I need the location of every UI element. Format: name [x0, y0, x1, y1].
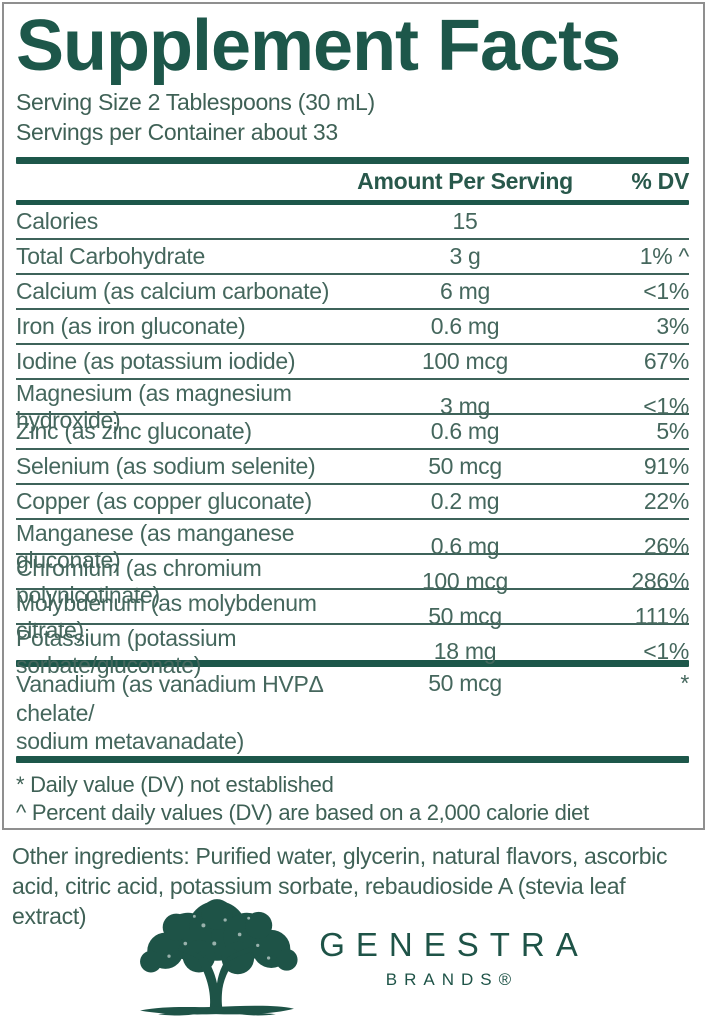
- table-row: Total Carbohydrate 3 g 1% ^: [16, 240, 689, 275]
- nutrient-name: Calories: [16, 207, 98, 234]
- nutrient-dv: 67%: [643, 347, 689, 374]
- nutrient-dv: 111%: [634, 603, 690, 630]
- nutrient-amount: 0.6 mg: [430, 417, 500, 444]
- nutrient-name: Vanadium (as vanadium HVPΔ chelate/ sodi…: [16, 670, 323, 755]
- footnote-calorie-diet: ^ Percent daily values (DV) are based on…: [16, 799, 589, 825]
- thick-rule: [16, 659, 689, 667]
- serving-size: Serving Size 2 Tablespoons (30 mL): [16, 89, 375, 115]
- nutrient-name: Selenium (as sodium selenite): [16, 452, 316, 479]
- table-row: Manganese (as manganese gluconate) 0.6 m…: [16, 520, 689, 573]
- supplement-facts-panel: Supplement Facts Serving Size 2 Tablespo…: [2, 2, 705, 830]
- servings-per-container: Servings per Container about 33: [16, 118, 338, 145]
- table-row: Zinc (as zinc gluconate) 0.6 mg 5%: [16, 415, 689, 450]
- brand-wordmark: GENESTRA BRANDS®: [319, 926, 578, 990]
- header-amount-per-serving: Amount Per Serving: [357, 168, 573, 195]
- nutrient-name: Chromium (as chromium polynicotinate): [16, 554, 262, 608]
- nutrient-dv: <1%: [643, 277, 689, 304]
- nutrient-amount: 100 mcg: [421, 347, 509, 374]
- nutrient-dv: 5%: [656, 417, 689, 444]
- brand-sub: BRANDS®: [385, 970, 519, 989]
- table-header-row: Amount Per Serving % DV: [16, 164, 689, 200]
- nutrient-name: Iron (as iron gluconate): [16, 312, 246, 339]
- table-row: Calories 15: [16, 205, 689, 240]
- nutrient-dv: 26%: [643, 533, 689, 560]
- table-row: Iron (as iron gluconate) 0.6 mg 3%: [16, 310, 689, 345]
- nutrient-amount: 0.6 mg: [430, 533, 500, 560]
- table-row: Magnesium (as magnesium hydroxide) 3 mg …: [16, 380, 689, 433]
- nutrient-dv: *: [680, 669, 689, 696]
- nutrient-name: Potassium (potassium sorbate/gluconate): [16, 624, 237, 678]
- table-row: Potassium (potassium sorbate/gluconate) …: [16, 625, 689, 678]
- nutrient-amount: 0.6 mg: [430, 312, 500, 339]
- nutrient-name: Zinc (as zinc gluconate): [16, 417, 252, 444]
- table-row: Copper (as copper gluconate) 0.2 mg 22%: [16, 485, 689, 520]
- nutrient-name: Total Carbohydrate: [16, 242, 205, 269]
- table-row: Selenium (as sodium selenite) 50 mcg 91%: [16, 450, 689, 485]
- nutrient-amount: 15: [452, 207, 478, 234]
- nutrient-amount: 50 mcg: [428, 603, 502, 630]
- footnote-hvp: Δ Hydrolyzed vegetable protein: [16, 826, 689, 828]
- table-row-vanadium: Vanadium (as vanadium HVPΔ chelate/ sodi…: [16, 667, 689, 756]
- nutrient-name: Magnesium (as magnesium hydroxide): [16, 379, 292, 433]
- header-percent-dv: % DV: [631, 168, 689, 195]
- nutrient-amount: 18 mg: [433, 638, 497, 665]
- brand-logo: GENESTRA BRANDS®: [0, 898, 709, 1018]
- nutrient-dv: 91%: [643, 452, 689, 479]
- panel-title: Supplement Facts: [16, 6, 621, 86]
- thick-rule: [16, 156, 689, 164]
- footnotes: * Daily value (DV) not established ^ Per…: [16, 771, 689, 828]
- nutrient-amount: 0.2 mg: [430, 487, 500, 514]
- nutrient-dv: 3%: [656, 312, 689, 339]
- nutrient-dv: 286%: [631, 568, 689, 595]
- nutrient-dv: <1%: [643, 638, 689, 665]
- other-ingredients-text: Other ingredients: Purified water, glyce…: [12, 843, 668, 929]
- nutrient-name: Iodine (as potassium iodide): [16, 347, 296, 374]
- table-row: Chromium (as chromium polynicotinate) 10…: [16, 555, 689, 608]
- facts-rows: Calories 15 Total Carbohydrate 3 g 1% ^ …: [16, 205, 689, 678]
- nutrient-amount: 100 mcg: [421, 568, 509, 595]
- brand-name: GENESTRA: [319, 926, 589, 963]
- nutrient-amount: 50 mcg: [428, 669, 502, 696]
- footnote-dv-not-established: * Daily value (DV) not established: [16, 772, 334, 798]
- table-row: Calcium (as calcium carbonate) 6 mg <1%: [16, 275, 689, 310]
- table-row: Molybdenum (as molybdenum citrate) 50 mc…: [16, 590, 689, 643]
- table-row: Iodine (as potassium iodide) 100 mcg 67%: [16, 345, 689, 380]
- nutrient-name: Copper (as copper gluconate): [16, 487, 312, 514]
- nutrient-amount: 6 mg: [440, 277, 490, 304]
- nutrient-dv: 1% ^: [639, 242, 690, 269]
- thick-rule: [16, 756, 689, 764]
- nutrient-name: Manganese (as manganese gluconate): [16, 519, 295, 573]
- nutrient-amount: 3 mg: [440, 393, 490, 420]
- nutrient-dv: 22%: [643, 487, 689, 514]
- nutrient-amount: 3 g: [449, 242, 481, 269]
- nutrient-name: Molybdenum (as molybdenum citrate): [16, 589, 317, 643]
- serving-info: Serving Size 2 Tablespoons (30 mL) Servi…: [16, 88, 689, 148]
- nutrient-dv: <1%: [643, 393, 689, 420]
- nutrient-amount: 50 mcg: [428, 452, 502, 479]
- tree-icon: [131, 898, 303, 1018]
- nutrient-name: Calcium (as calcium carbonate): [16, 277, 330, 304]
- thick-rule: [16, 199, 689, 205]
